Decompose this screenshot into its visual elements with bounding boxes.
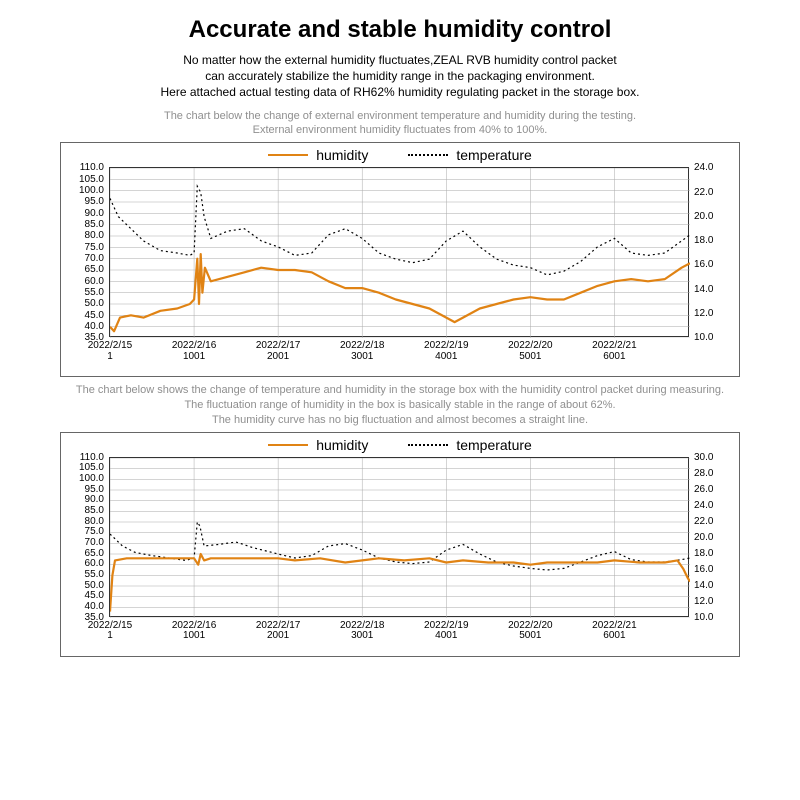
y-left-tick: 75.0 <box>70 243 104 253</box>
x-tick: 2022/2/205001 <box>508 341 553 362</box>
y-right-tick: 16.0 <box>694 565 713 575</box>
y-left-tick: 95.0 <box>70 485 104 495</box>
y-left-tick: 65.0 <box>70 265 104 275</box>
y-left-tick: 60.0 <box>70 277 104 287</box>
y-left-tick: 90.0 <box>70 209 104 219</box>
y-left-tick: 50.0 <box>70 581 104 591</box>
y-right-tick: 24.0 <box>694 163 713 173</box>
y-left-tick: 105.0 <box>70 175 104 185</box>
x-tick: 2022/2/216001 <box>592 341 637 362</box>
y-right-tick: 16.0 <box>694 260 713 270</box>
legend-humidity-line <box>268 444 308 446</box>
page-title: Accurate and stable humidity control <box>20 16 780 44</box>
y-left-tick: 80.0 <box>70 517 104 527</box>
y-left-tick: 70.0 <box>70 538 104 548</box>
x-tick: 2022/2/161001 <box>172 341 217 362</box>
y-right-tick: 22.0 <box>694 188 713 198</box>
y-right-tick: 20.0 <box>694 533 713 543</box>
x-tick: 2022/2/172001 <box>256 341 301 362</box>
y-right-tick: 20.0 <box>694 212 713 222</box>
x-tick: 2022/2/205001 <box>508 621 553 642</box>
y-left-tick: 55.0 <box>70 570 104 580</box>
legend-humidity: humidity <box>268 437 368 453</box>
legend-humidity: humidity <box>268 147 368 163</box>
chart1-caption: The chart below the change of external e… <box>20 109 780 139</box>
y-right-tick: 14.0 <box>694 285 713 295</box>
y-right-tick: 10.0 <box>694 333 713 343</box>
chart2-legend: humidity temperature <box>61 433 739 455</box>
x-tick: 2022/2/194001 <box>424 621 469 642</box>
x-tick: 2022/2/183001 <box>340 341 385 362</box>
y-left-tick: 75.0 <box>70 527 104 537</box>
legend-temperature-line <box>408 444 448 446</box>
y-right-tick: 10.0 <box>694 613 713 623</box>
x-tick: 2022/2/216001 <box>592 621 637 642</box>
chart2-caption: The chart below shows the change of temp… <box>20 383 780 428</box>
y-left-tick: 100.0 <box>70 186 104 196</box>
y-right-tick: 18.0 <box>694 236 713 246</box>
legend-temperature: temperature <box>408 147 531 163</box>
y-left-tick: 95.0 <box>70 197 104 207</box>
y-left-tick: 100.0 <box>70 474 104 484</box>
y-right-tick: 12.0 <box>694 309 713 319</box>
y-left-tick: 45.0 <box>70 591 104 601</box>
y-left-tick: 65.0 <box>70 549 104 559</box>
y-left-tick: 90.0 <box>70 495 104 505</box>
y-left-tick: 85.0 <box>70 220 104 230</box>
x-tick: 2022/2/151 <box>88 621 133 642</box>
y-left-tick: 85.0 <box>70 506 104 516</box>
y-left-tick: 110.0 <box>70 163 104 173</box>
y-right-tick: 30.0 <box>694 453 713 463</box>
x-tick: 2022/2/151 <box>88 341 133 362</box>
chart1-legend: humidity temperature <box>61 143 739 165</box>
x-tick: 2022/2/183001 <box>340 621 385 642</box>
legend-temperature-line <box>408 154 448 156</box>
chart2-plot: 35.040.045.050.055.060.065.070.075.080.0… <box>109 457 689 617</box>
chart2-frame: humidity temperature 35.040.045.050.055.… <box>60 432 740 657</box>
y-left-tick: 40.0 <box>70 322 104 332</box>
y-left-tick: 50.0 <box>70 299 104 309</box>
chart1-frame: humidity temperature 35.040.045.050.055.… <box>60 142 740 377</box>
intro-text: No matter how the external humidity fluc… <box>20 52 780 101</box>
legend-temperature-label: temperature <box>456 147 531 163</box>
y-left-tick: 80.0 <box>70 231 104 241</box>
y-right-tick: 12.0 <box>694 597 713 607</box>
y-right-tick: 22.0 <box>694 517 713 527</box>
chart1-plot: 35.040.045.050.055.060.065.070.075.080.0… <box>109 167 689 337</box>
y-right-tick: 14.0 <box>694 581 713 591</box>
y-right-tick: 18.0 <box>694 549 713 559</box>
y-right-tick: 24.0 <box>694 501 713 511</box>
y-right-tick: 28.0 <box>694 469 713 479</box>
legend-temperature: temperature <box>408 437 531 453</box>
humidity-infographic: { "title": "Accurate and stable humidity… <box>0 0 800 800</box>
legend-humidity-line <box>268 154 308 156</box>
legend-humidity-label: humidity <box>316 147 368 163</box>
y-left-tick: 40.0 <box>70 602 104 612</box>
y-left-tick: 55.0 <box>70 288 104 298</box>
y-left-tick: 110.0 <box>70 453 104 463</box>
legend-temperature-label: temperature <box>456 437 531 453</box>
legend-humidity-label: humidity <box>316 437 368 453</box>
y-left-tick: 105.0 <box>70 463 104 473</box>
y-left-tick: 45.0 <box>70 311 104 321</box>
y-right-tick: 26.0 <box>694 485 713 495</box>
y-left-tick: 60.0 <box>70 559 104 569</box>
x-tick: 2022/2/172001 <box>256 621 301 642</box>
y-left-tick: 70.0 <box>70 254 104 264</box>
x-tick: 2022/2/161001 <box>172 621 217 642</box>
x-tick: 2022/2/194001 <box>424 341 469 362</box>
